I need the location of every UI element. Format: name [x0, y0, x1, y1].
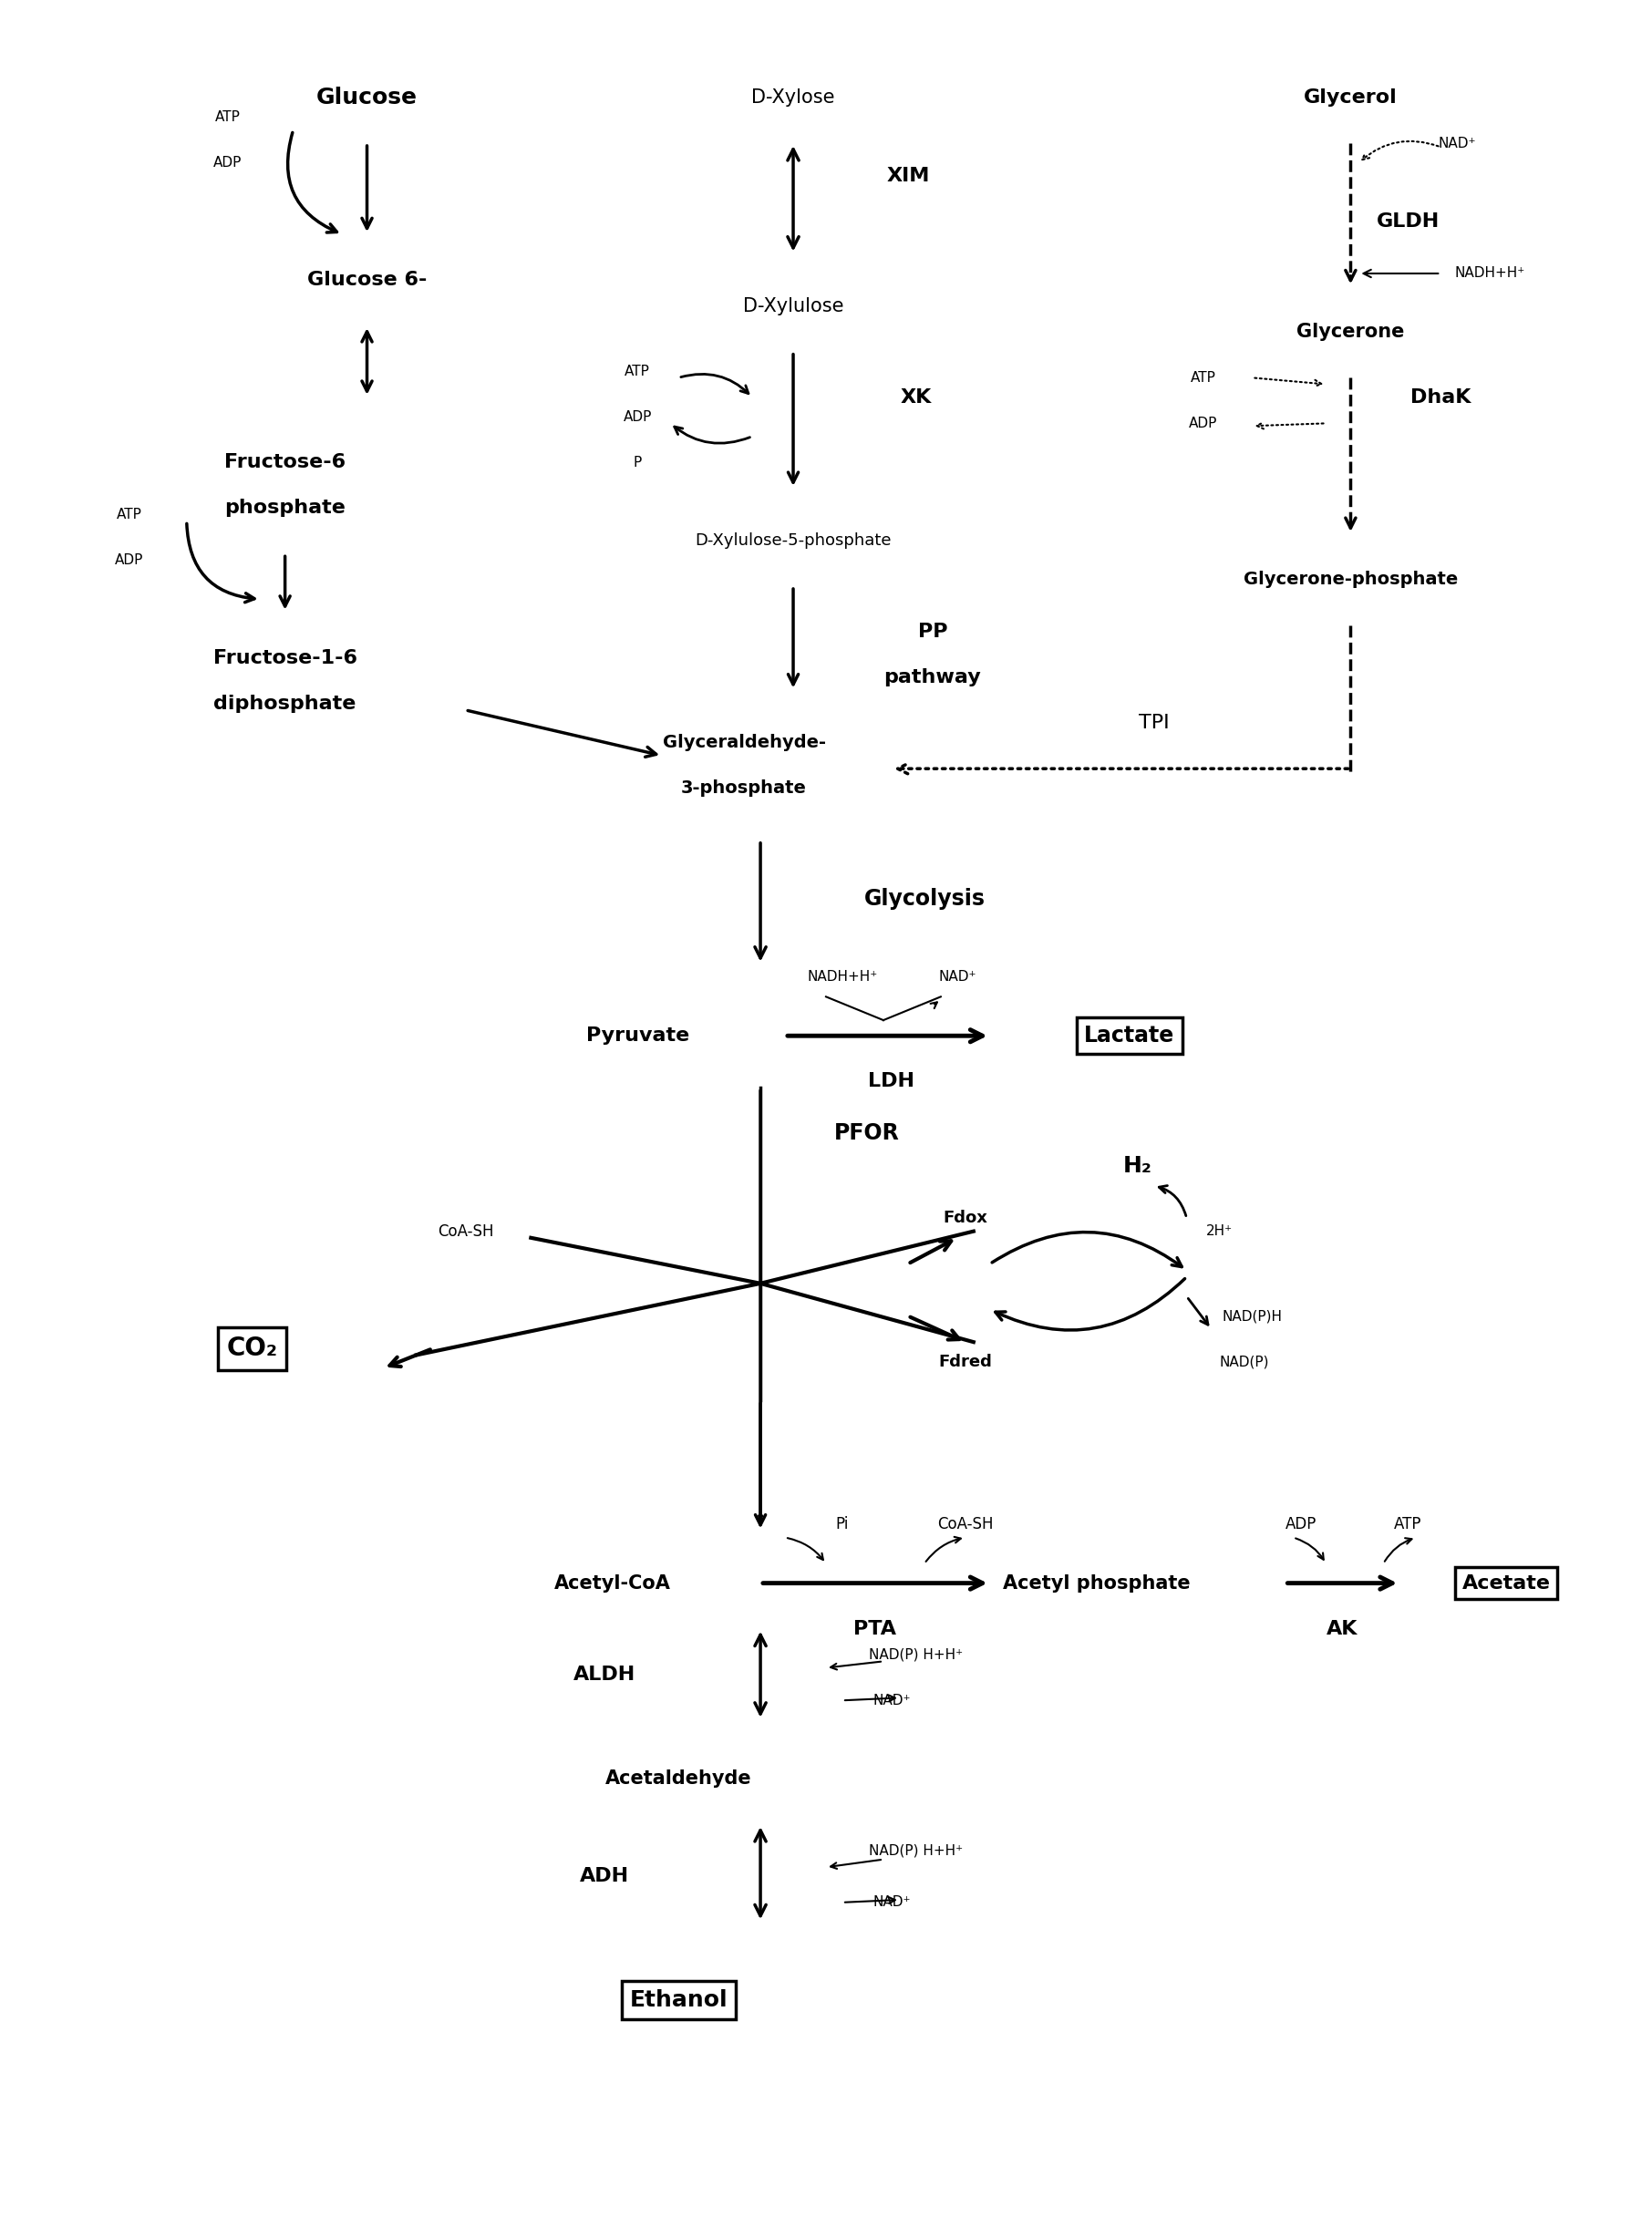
Text: Glycerol: Glycerol	[1303, 89, 1398, 107]
Text: ALDH: ALDH	[573, 1664, 636, 1684]
Text: LDH: LDH	[869, 1072, 915, 1089]
Text: Acetate: Acetate	[1462, 1573, 1551, 1593]
Text: ADP: ADP	[1285, 1517, 1317, 1533]
Text: ATP: ATP	[1191, 370, 1216, 385]
Text: NAD(P) H+H⁺: NAD(P) H+H⁺	[869, 1843, 963, 1858]
Text: phosphate: phosphate	[225, 499, 345, 517]
Text: D-Xylose: D-Xylose	[752, 89, 834, 107]
Text: ATP: ATP	[624, 365, 651, 379]
Text: Acetyl phosphate: Acetyl phosphate	[1003, 1573, 1189, 1593]
Text: NADH+H⁺: NADH+H⁺	[808, 971, 877, 985]
Text: H₂: H₂	[1123, 1154, 1151, 1176]
Text: ADP: ADP	[116, 553, 144, 566]
Text: TPI: TPI	[1138, 713, 1170, 733]
Text: 3-phosphate: 3-phosphate	[681, 780, 806, 798]
Text: Fructose-6: Fructose-6	[225, 452, 345, 472]
Text: diphosphate: diphosphate	[213, 695, 357, 713]
Text: DhaK: DhaK	[1411, 388, 1470, 405]
Text: Ethanol: Ethanol	[629, 1990, 727, 2012]
Text: 2H⁺: 2H⁺	[1206, 1225, 1232, 1239]
Text: Fdred: Fdred	[938, 1352, 993, 1370]
Text: D-Xylulose-5-phosphate: D-Xylulose-5-phosphate	[695, 532, 892, 548]
Text: ATP: ATP	[215, 109, 240, 125]
Text: Glycerone: Glycerone	[1297, 323, 1404, 341]
Text: ADP: ADP	[623, 410, 653, 423]
Text: NADH+H⁺: NADH+H⁺	[1455, 267, 1525, 281]
Text: ADP: ADP	[1189, 417, 1218, 430]
Text: ATP: ATP	[117, 508, 142, 521]
Text: Glycolysis: Glycolysis	[864, 889, 985, 909]
Text: Fructose-1-6: Fructose-1-6	[213, 648, 357, 666]
Text: Pi: Pi	[836, 1517, 849, 1533]
Text: Fdox: Fdox	[943, 1210, 988, 1225]
Text: CoA-SH: CoA-SH	[438, 1223, 494, 1239]
Text: D-Xylulose: D-Xylulose	[743, 296, 844, 314]
Text: PP: PP	[919, 622, 947, 642]
Text: Glucose: Glucose	[317, 87, 418, 109]
Text: Glucose 6-: Glucose 6-	[307, 272, 426, 290]
Text: CoA-SH: CoA-SH	[937, 1517, 993, 1533]
Text: Acetyl-CoA: Acetyl-CoA	[555, 1573, 671, 1593]
Text: ATP: ATP	[1394, 1517, 1422, 1533]
Text: XK: XK	[900, 388, 932, 405]
Text: Glycerone-phosphate: Glycerone-phosphate	[1244, 570, 1457, 588]
Text: NAD(P)H: NAD(P)H	[1222, 1310, 1282, 1323]
Text: NAD⁺: NAD⁺	[872, 1896, 910, 1909]
Text: PFOR: PFOR	[834, 1123, 900, 1145]
Text: PTA: PTA	[854, 1620, 897, 1638]
Text: Glyceraldehyde-: Glyceraldehyde-	[662, 733, 826, 751]
Text: NAD(P): NAD(P)	[1219, 1355, 1269, 1368]
Text: NAD⁺: NAD⁺	[938, 971, 976, 985]
Text: Pyruvate: Pyruvate	[586, 1027, 689, 1045]
Text: XIM: XIM	[887, 167, 930, 185]
Text: Lactate: Lactate	[1084, 1025, 1175, 1047]
Text: Lactate: Lactate	[1087, 1027, 1171, 1045]
Text: CO₂: CO₂	[226, 1337, 278, 1361]
Text: GLDH: GLDH	[1376, 212, 1439, 229]
Text: P: P	[633, 455, 641, 470]
Text: NAD(P) H+H⁺: NAD(P) H+H⁺	[869, 1649, 963, 1662]
Text: NAD⁺: NAD⁺	[1439, 136, 1477, 149]
Text: ADP: ADP	[213, 156, 241, 169]
Text: NAD⁺: NAD⁺	[872, 1693, 910, 1707]
Text: ADH: ADH	[580, 1867, 629, 1885]
Text: AK: AK	[1327, 1620, 1358, 1638]
Text: pathway: pathway	[884, 668, 981, 686]
Text: Acetaldehyde: Acetaldehyde	[605, 1769, 752, 1787]
